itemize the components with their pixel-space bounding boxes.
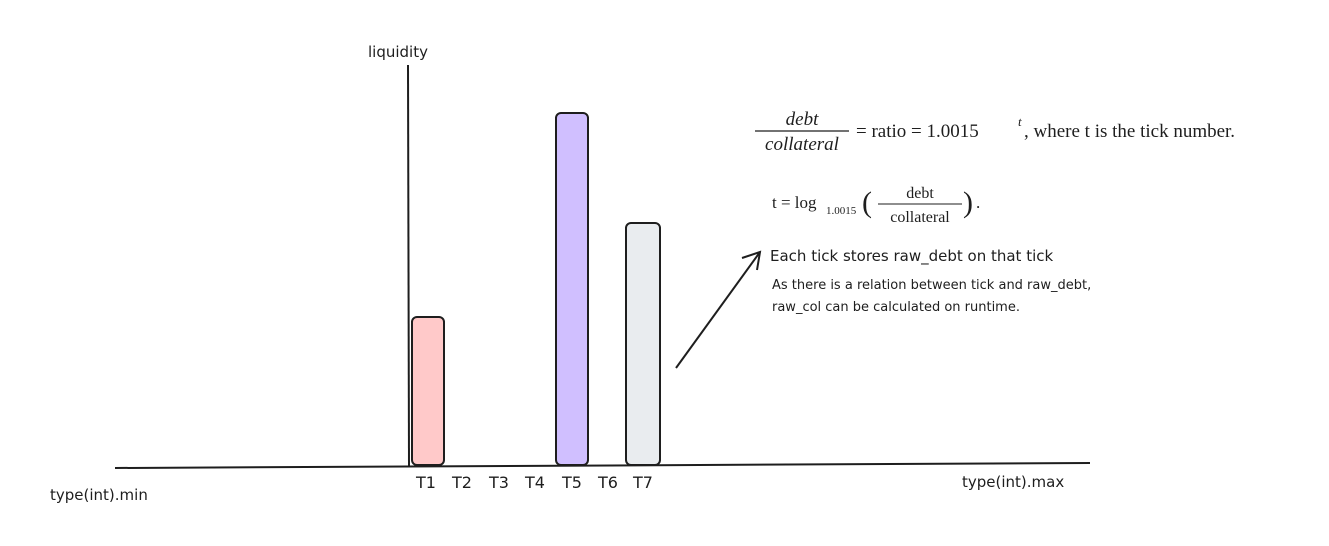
x-max-label: type(int).max	[962, 473, 1064, 491]
formula2-end: .	[976, 193, 980, 212]
tick-label: T4	[524, 473, 545, 492]
tick-labels: T1 T2 T3 T4 T5 T6 T7	[415, 473, 653, 492]
arrow-head	[741, 250, 762, 271]
note: Each tick stores raw_debt on that tick	[770, 247, 1053, 266]
formula1-denominator: collateral	[765, 134, 839, 155]
x-min-label: type(int).min	[50, 486, 148, 504]
tick-label: T2	[451, 473, 472, 492]
formula2-lhs: t = log	[772, 193, 817, 212]
tick-label: T6	[597, 473, 618, 492]
tick-label: T1	[415, 473, 436, 492]
paren: (	[862, 186, 872, 219]
y-axis	[407, 64, 410, 467]
tick-label: T7	[632, 473, 653, 492]
arrow	[675, 251, 761, 369]
formula2-base: 1.0015	[826, 205, 857, 217]
paren: )	[963, 186, 973, 219]
note: raw_col can be calculated on runtime.	[772, 300, 1020, 315]
y-axis-label: liquidity	[368, 43, 428, 61]
formula1-suffix: , where t is the tick number.	[1024, 121, 1235, 142]
tick-label: T3	[488, 473, 509, 492]
tick-label: T5	[561, 473, 582, 492]
note: As there is a relation between tick and …	[772, 278, 1091, 293]
bar-t5	[555, 112, 589, 466]
x-axis	[114, 462, 1091, 469]
formula2-numerator: debt	[906, 185, 934, 202]
bar-t1	[411, 316, 445, 466]
formula1-exponent: t	[1018, 114, 1022, 129]
formula1-rhs: = ratio = 1.0015	[856, 121, 979, 142]
formula1-numerator: debt	[786, 109, 819, 130]
formula2-denominator: collateral	[890, 209, 950, 226]
bar-t7	[625, 222, 661, 466]
